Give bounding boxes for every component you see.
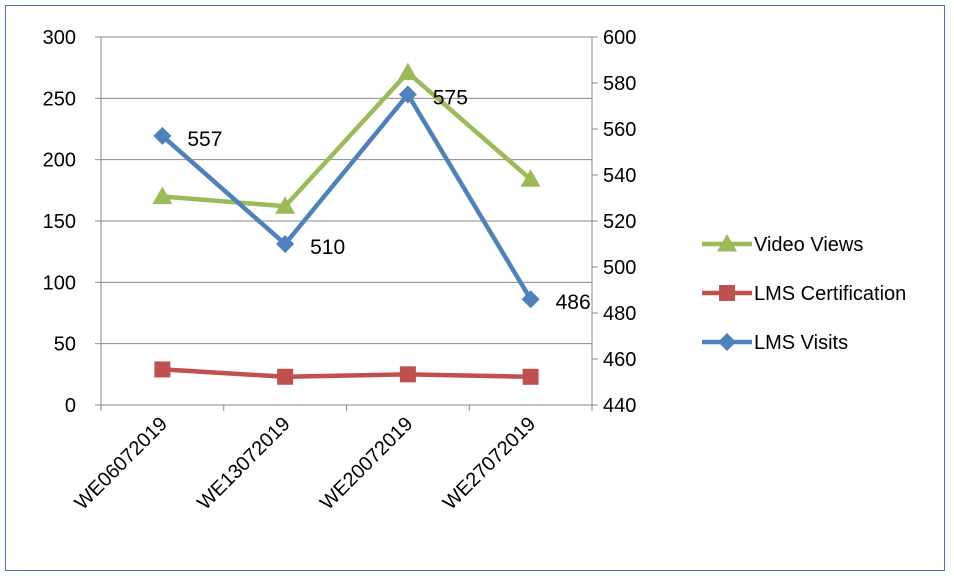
series-group (152, 62, 541, 385)
axes: 0 50 100 150 200 250 300 440 460 480 500 520 540 560 5… (43, 27, 637, 514)
x-tick-label: WE13072019 (193, 413, 294, 514)
legend-label-lms-certification: LMS Certification (754, 283, 906, 305)
point-lms-visits (398, 85, 417, 104)
point-video-views (520, 169, 541, 187)
right-tick-label: 600 (603, 27, 636, 49)
point-video-views (275, 196, 296, 214)
legend: Video Views LMS Certification LMS Visits (702, 234, 906, 354)
right-tick-label: 580 (603, 73, 636, 95)
x-tick-label: WE06072019 (71, 413, 172, 514)
chart-frame (5, 5, 945, 571)
point-lms-certification (399, 366, 416, 383)
left-tick-label: 150 (43, 211, 76, 233)
series-line-video-views (162, 70, 533, 209)
series-line-lms-certification (162, 367, 531, 380)
point-lms-visits (276, 235, 295, 253)
legend-marker-lms-certification (719, 285, 735, 301)
left-tick-label: 300 (43, 27, 76, 49)
point-lms-visits (153, 126, 172, 145)
legend-marker-lms-visits (718, 333, 736, 351)
point-lms-certification (522, 368, 539, 385)
right-tick-label: 540 (603, 165, 636, 187)
right-tick-label: 480 (603, 303, 636, 325)
right-tick-label: 460 (603, 349, 636, 371)
left-tick-label: 100 (43, 272, 76, 294)
right-tick-label: 500 (603, 257, 636, 279)
point-lms-visits (521, 290, 540, 309)
gridlines (101, 36, 592, 345)
legend-label-lms-visits: LMS Visits (754, 332, 848, 354)
left-tick-label: 0 (65, 395, 76, 417)
data-label-lms-visits: 557 (187, 128, 222, 151)
x-tick-label: WE27072019 (439, 413, 540, 514)
right-tick-label: 520 (603, 211, 636, 233)
left-tick-label: 250 (43, 88, 76, 110)
data-labels: 557 510 575 486 (187, 87, 590, 315)
series-line-lms-visits (160, 92, 533, 301)
point-video-views (397, 62, 418, 81)
left-tick-label: 200 (43, 150, 76, 172)
legend-marker-video-views (717, 234, 737, 252)
point-lms-certification (154, 361, 171, 378)
data-label-lms-visits: 486 (556, 291, 591, 314)
right-tick-label: 440 (603, 395, 636, 417)
legend-label-video-views: Video Views (754, 234, 863, 256)
left-tick-label: 50 (54, 334, 76, 356)
right-tick-label: 560 (603, 119, 636, 141)
point-video-views (152, 186, 173, 204)
data-label-lms-visits: 575 (433, 87, 468, 110)
point-lms-certification (277, 368, 294, 385)
data-label-lms-visits: 510 (310, 236, 345, 259)
x-tick-label: WE20072019 (316, 413, 417, 514)
